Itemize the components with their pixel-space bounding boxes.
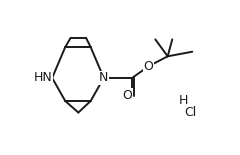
Text: N: N	[99, 71, 108, 84]
Text: O: O	[144, 60, 153, 73]
Text: O: O	[122, 89, 132, 102]
Text: H: H	[178, 95, 188, 107]
Text: Cl: Cl	[184, 106, 196, 119]
Text: HN: HN	[33, 71, 52, 84]
